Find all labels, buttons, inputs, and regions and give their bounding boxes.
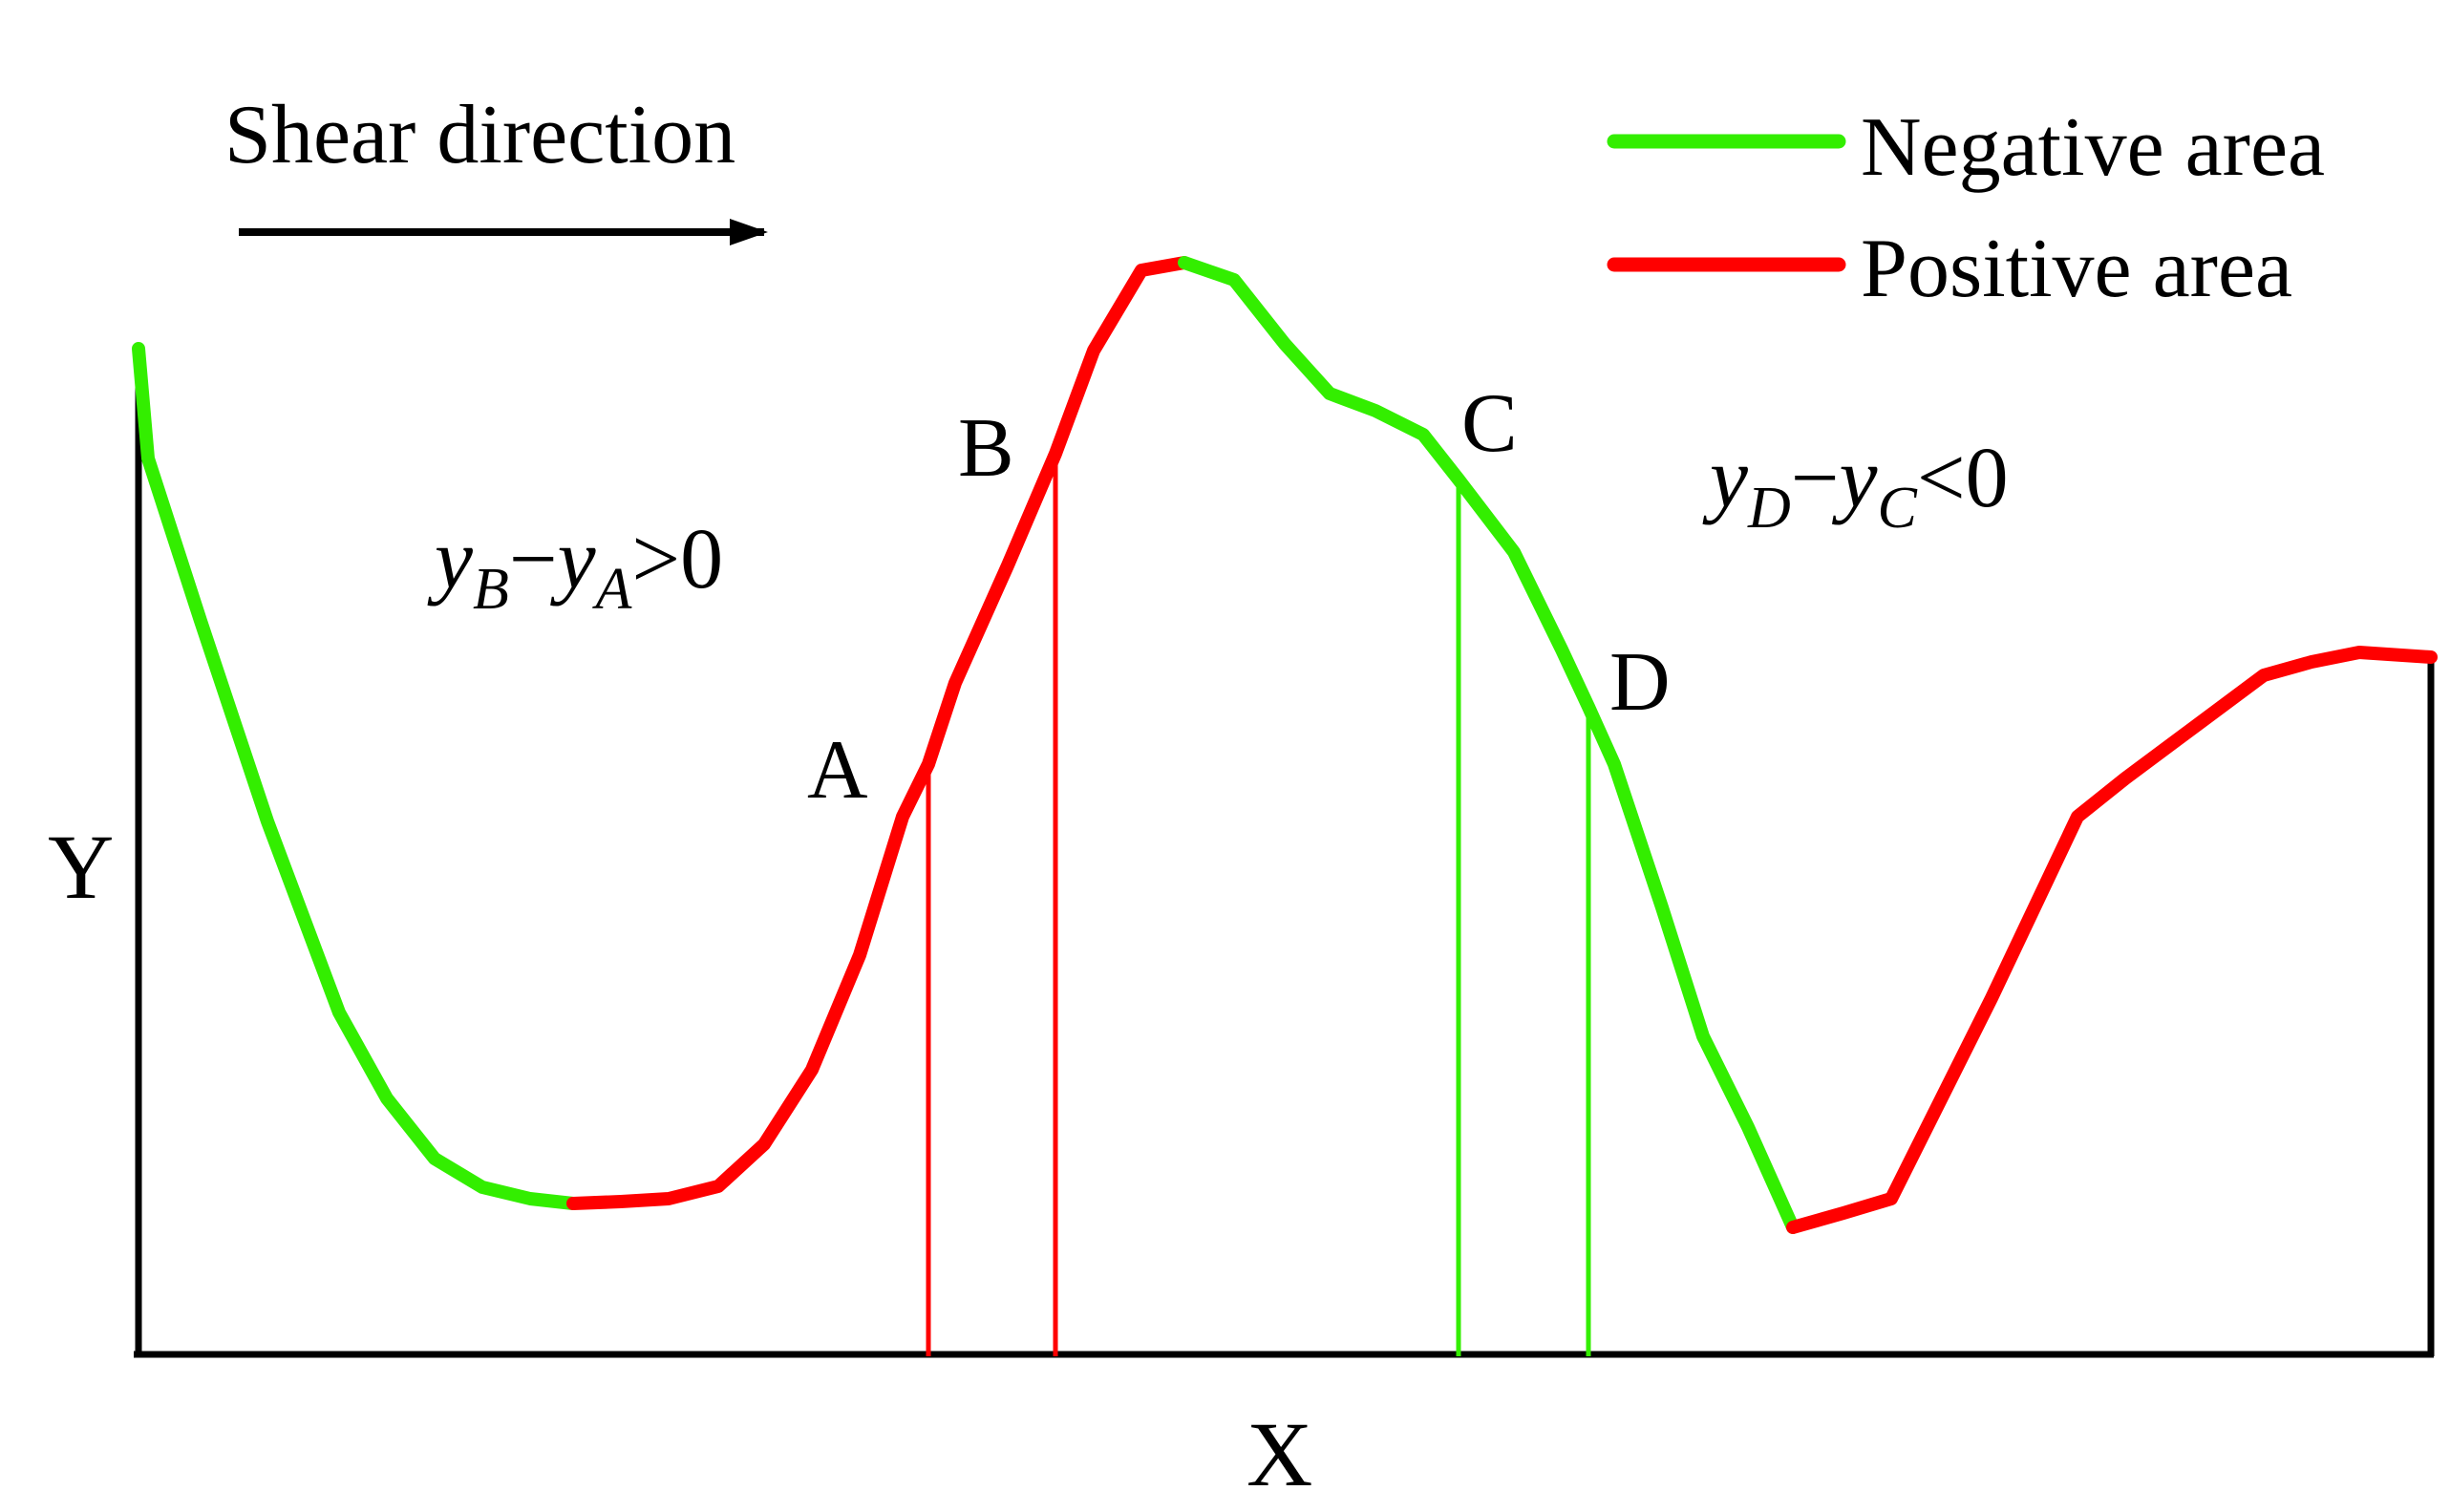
point-label-a: A [807,724,868,817]
legend: Negative area Positive area [1607,101,2325,315]
legend-negative-label: Negative area [1861,101,2325,194]
point-label-c: C [1461,377,1518,470]
equation-left: yB−yA>0 [427,512,723,622]
positive-segment-2 [1786,646,2438,1234]
point-label-b: B [958,402,1014,495]
shear-direction-label: Shear direction [224,89,735,181]
profile-curve [132,256,2438,1234]
y-axis-label: Y [48,816,114,918]
x-axis-label: X [1246,1403,1312,1505]
point-label-d: D [1609,636,1671,729]
negative-segment-1 [132,342,580,1210]
equation-right: yD−yC<0 [1702,431,2009,541]
legend-positive-label: Positive area [1861,223,2292,315]
positive-segment-1 [566,256,1191,1210]
negative-segment-2 [1178,256,1800,1234]
axes [134,353,2435,1358]
